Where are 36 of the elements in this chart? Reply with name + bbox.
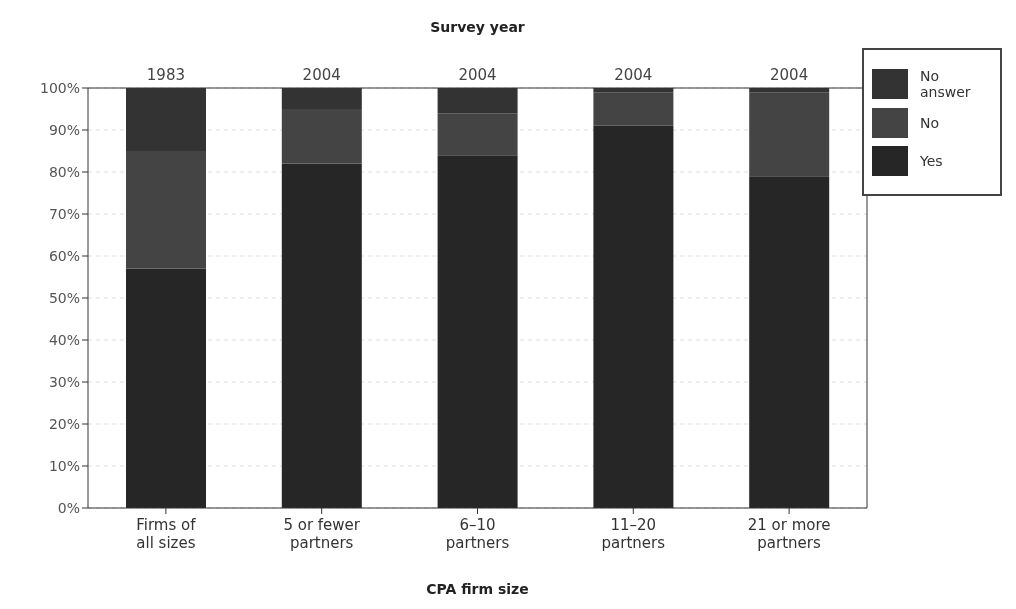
- bar: [437, 155, 518, 508]
- x-axis-title: CPA firm size: [426, 581, 529, 597]
- bar: [749, 176, 830, 508]
- bar: [126, 268, 206, 508]
- bar: [749, 92, 830, 177]
- y-tick-label: 50%: [48, 289, 80, 306]
- y-tick-label: 100%: [39, 79, 80, 96]
- x2-axis-title: Survey year: [430, 18, 525, 35]
- text: 2004: [614, 66, 653, 84]
- y-tick-label: 90%: [48, 121, 80, 138]
- y-tick-label: 70%: [48, 205, 80, 222]
- y-tick-label: 60%: [48, 247, 80, 264]
- y-tick-label: 0%: [57, 499, 80, 516]
- x-tick-label: 6–10 partners: [445, 516, 510, 552]
- text: 1983: [146, 66, 185, 84]
- bar: [437, 113, 518, 156]
- text: 2004: [458, 66, 497, 84]
- bar: [593, 125, 674, 508]
- y-tick-label: 20%: [48, 415, 80, 432]
- y-tick-label: 40%: [48, 331, 80, 348]
- y-tick-label: 30%: [48, 373, 80, 390]
- text: 2004: [770, 66, 809, 84]
- bar: [593, 92, 674, 126]
- bar: [281, 163, 362, 508]
- legend-label: No: [920, 115, 941, 131]
- y-tick-label: 10%: [48, 457, 80, 474]
- x-tick-label: 21 or more partners: [747, 516, 831, 552]
- x-tick-label: Firms of all sizes: [136, 516, 197, 552]
- legend-label: Yes: [920, 153, 944, 169]
- text: 2004: [302, 66, 341, 84]
- y-tick-label: 80%: [48, 163, 80, 180]
- legend-label: No answer: [920, 68, 972, 100]
- x-tick-label: 5 or fewer partners: [283, 516, 361, 552]
- x-tick-label: 11–20 partners: [601, 516, 666, 552]
- bar: [281, 109, 362, 164]
- bar: [126, 151, 206, 269]
